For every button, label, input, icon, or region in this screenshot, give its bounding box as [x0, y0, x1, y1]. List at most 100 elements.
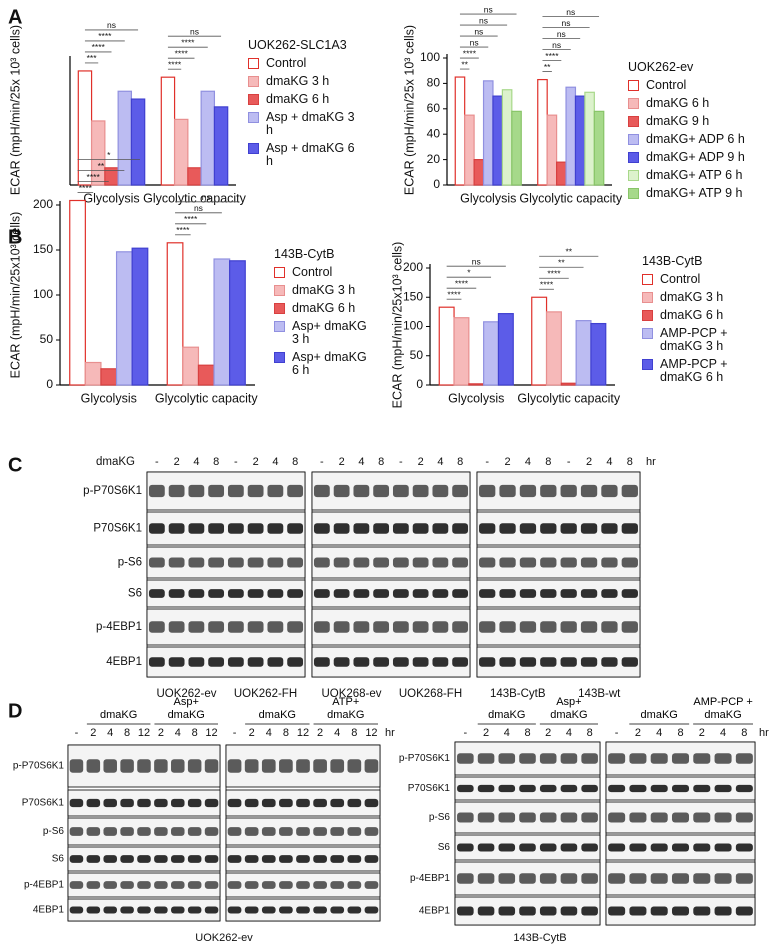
lane-label: 2: [586, 456, 592, 468]
legend-swatch: [642, 274, 653, 285]
blot-band: [412, 589, 429, 598]
blot-band: [137, 855, 151, 863]
blot-band: [412, 523, 429, 534]
lane-label: 4: [358, 456, 364, 468]
bar: [482, 80, 494, 186]
blot-band: [735, 784, 753, 793]
cell-line-label: UOK262-ev: [195, 932, 253, 944]
blot-band: [330, 855, 345, 863]
lane-label: 4: [272, 456, 278, 468]
y-tick-label: 100: [420, 50, 440, 64]
blot-band: [227, 798, 242, 808]
protein-label: p-P70S6K1: [13, 761, 65, 772]
blot-band: [432, 657, 449, 667]
lane-label: 8: [378, 456, 384, 468]
treatment-header: dmaKG: [640, 709, 678, 721]
blot-band: [412, 621, 429, 633]
blot-band: [452, 557, 469, 568]
significance-label: ***: [87, 53, 98, 63]
blot-band: [287, 523, 304, 534]
legend-item: dmaKG 6 h: [274, 302, 374, 315]
blot-band: [499, 621, 516, 633]
blot-band: [137, 881, 151, 889]
bar: [501, 89, 513, 186]
blot-band: [714, 753, 732, 764]
x-tick-label: Glycolysis: [83, 191, 139, 205]
legend-swatch: [248, 94, 259, 105]
blot-band: [347, 855, 362, 863]
y-tick-label: 50: [40, 332, 54, 346]
lane-label: -: [485, 456, 489, 468]
blot-band: [313, 557, 330, 568]
blot-band: [171, 798, 185, 808]
blot-band: [353, 484, 370, 498]
blot-band: [353, 657, 370, 667]
blot-band: [168, 484, 185, 498]
legend-label: dmaKG 3 h: [266, 74, 330, 88]
legend-swatch: [642, 310, 653, 321]
legend-label: dmaKG 6 h: [292, 301, 356, 315]
blot-band: [267, 484, 284, 498]
bar: [537, 78, 548, 186]
blot-band: [560, 873, 578, 884]
blot-band: [498, 753, 516, 764]
significance-label: ns: [552, 40, 561, 50]
y-axis-label: ECAR (mpH/min/25x10³ cells): [390, 242, 404, 409]
lane-label: 4: [175, 727, 181, 739]
bar: [497, 313, 514, 386]
bar: [130, 98, 146, 186]
blot-band: [313, 798, 327, 808]
blot-band: [498, 812, 516, 823]
blot-band: [580, 657, 598, 667]
lane-label: 8: [283, 727, 289, 739]
blot-band: [621, 589, 638, 598]
legend: UOK262-ev Control dmaKG 6 h dmaKG 9 h dmaKG+…: [628, 60, 753, 205]
bar: [511, 110, 522, 186]
significance-label: **: [565, 247, 572, 257]
blot-band: [247, 557, 264, 568]
lane-label: 12: [138, 727, 150, 739]
blot-band: [208, 484, 225, 498]
blot-band: [353, 589, 370, 598]
blot-band: [296, 827, 310, 836]
blot-band: [69, 798, 84, 808]
blot-band: [204, 906, 219, 914]
blot-band: [735, 812, 753, 823]
legend-label: Asp+ dmaKG 6 h: [292, 350, 367, 377]
panel-label: A: [8, 6, 22, 28]
blot-band: [560, 784, 578, 793]
blot-band: [477, 753, 495, 764]
protein-label: p-P70S6K1: [399, 753, 451, 764]
legend-label: Asp + dmaKG 3 h: [266, 110, 355, 137]
significance-label: ****: [545, 51, 559, 61]
protein-label: p-S6: [43, 826, 65, 837]
bar: [483, 321, 500, 386]
blot-band: [296, 798, 310, 808]
legend-item: dmaKG 3 h: [274, 284, 374, 297]
blot-band: [208, 523, 225, 534]
legend-title: UOK262-ev: [628, 60, 694, 74]
lane-label: 2: [174, 456, 180, 468]
blot-band: [287, 621, 304, 633]
blot-band: [581, 784, 598, 793]
lane-label: 8: [524, 727, 530, 739]
blot-band: [204, 798, 219, 808]
y-tick-label: 0: [416, 377, 423, 391]
blot-band: [608, 843, 626, 852]
lane-label: 8: [292, 456, 298, 468]
legend-swatch: [248, 143, 259, 154]
blot-band: [296, 759, 310, 773]
lane-label: 4: [525, 456, 531, 468]
lane-label: -: [399, 456, 403, 468]
lane-label: 2: [418, 456, 424, 468]
blot-band: [392, 621, 409, 633]
blot-band: [188, 557, 205, 568]
blot-band: [227, 827, 242, 836]
legend-label: Control: [292, 265, 333, 279]
legend-swatch: [274, 303, 285, 314]
blot-band: [519, 843, 536, 852]
blot-band: [86, 759, 101, 773]
blot-band: [581, 753, 598, 764]
blot-band: [499, 523, 516, 534]
significance-label: *: [107, 150, 111, 160]
